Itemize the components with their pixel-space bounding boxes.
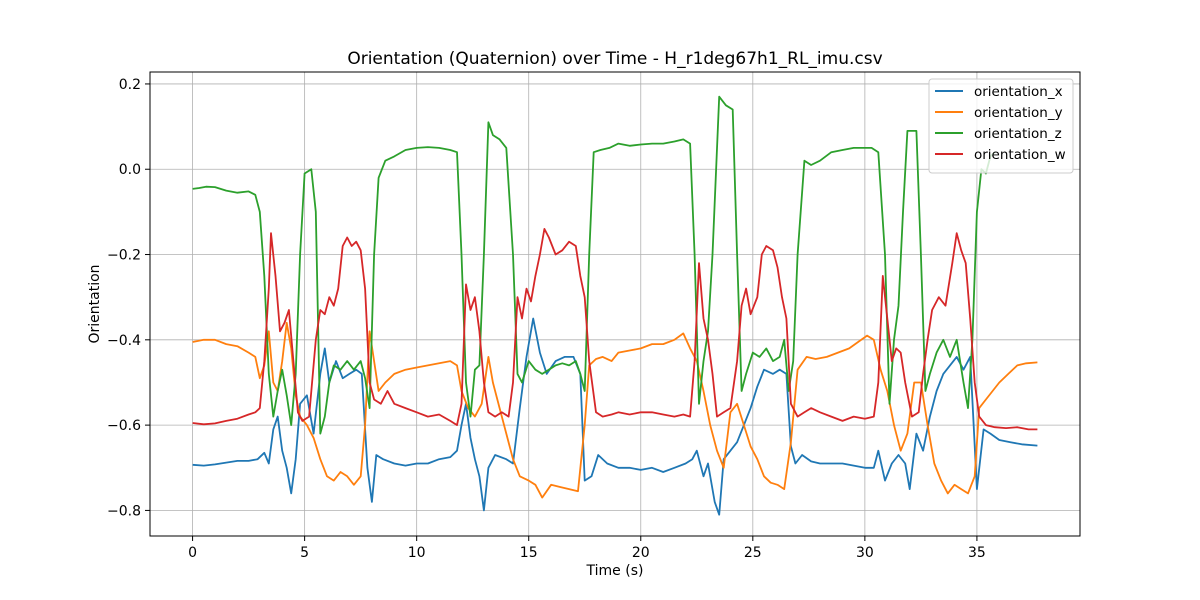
legend: orientation_x orientation_y orientation_zo… [928,78,1074,174]
x-tick-label: 25 [744,545,762,561]
x-tick-label: 15 [520,545,538,561]
y-tick-label: −0.6 [107,418,141,434]
y-tick-label: −0.2 [107,248,141,264]
x-tick-label: 30 [856,545,874,561]
x-tick-label: 5 [300,545,309,561]
legend-label: orientation_z [974,126,1062,142]
y-axis: −0.8 −0.6 −0.4 −0.2 0.0 0.2 [107,77,150,519]
series-line-orientation-z [192,95,996,435]
chart-title: Orientation (Quaternion) over Time - H_r… [347,49,882,69]
x-tick-label: 35 [968,545,986,561]
legend-label: orientation_y [974,105,1063,121]
y-tick-label: 0.0 [119,162,141,178]
series-line-orientation-x [192,317,1038,516]
y-tick-label: −0.8 [107,503,141,519]
x-axis: 0 5 10 15 20 25 30 35 [188,536,986,561]
series-line-orientation-w [192,228,1038,431]
x-tick-label: 0 [188,545,197,561]
series-line-orientation-y [192,321,1038,499]
y-tick-label: −0.4 [107,333,141,349]
legend-box [928,78,1074,174]
x-axis-label: Time (s) [586,563,644,579]
plot-frame [149,71,1081,537]
legend-label: orientation_x [974,84,1063,100]
series-group [192,95,1038,516]
x-tick-label: 20 [632,545,650,561]
y-axis-label: Orientation [87,264,103,343]
y-tick-label: 0.2 [119,77,141,93]
legend-label: orientation_w [974,147,1066,163]
x-tick-label: 10 [408,545,426,561]
